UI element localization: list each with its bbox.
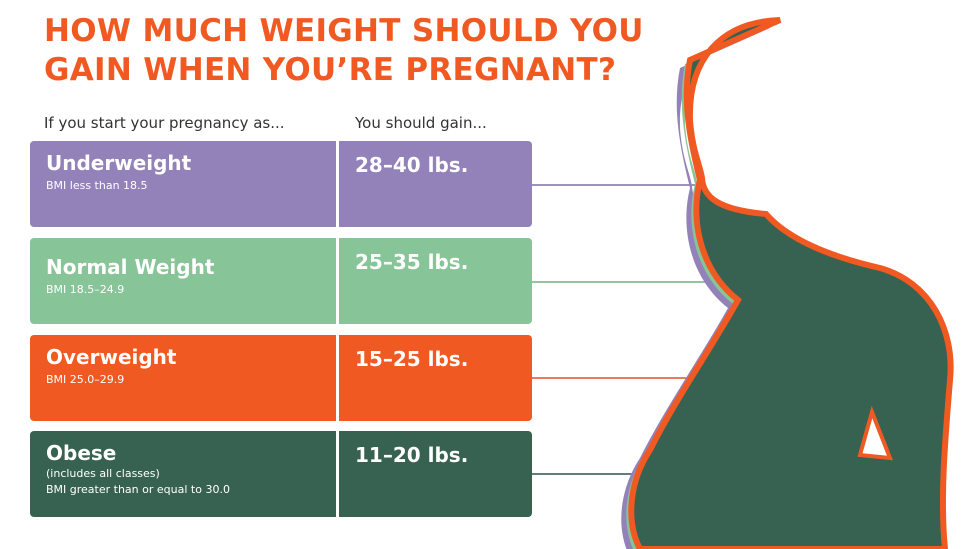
category-cell-obese: Obese (includes all classes) BMI greater… [30, 431, 336, 517]
page-title: HOW MUCH WEIGHT SHOULD YOU GAIN WHEN YOU… [44, 13, 644, 88]
column-header-gain: You should gain... [355, 114, 487, 132]
category-label: Normal Weight [46, 255, 215, 279]
bmi-range: BMI less than 18.5 [46, 179, 148, 192]
category-note: (includes all classes) [46, 467, 160, 480]
category-cell-underweight: Underweight BMI less than 18.5 [30, 141, 336, 227]
gain-value: 28–40 lbs. [355, 153, 469, 177]
category-cell-overweight: Overweight BMI 25.0–29.9 [30, 335, 336, 421]
bmi-range: BMI greater than or equal to 30.0 [46, 483, 230, 496]
gain-value: 25–35 lbs. [355, 250, 469, 274]
category-label: Obese [46, 441, 117, 465]
bmi-range: BMI 25.0–29.9 [46, 373, 125, 386]
gain-cell-underweight: 28–40 lbs. [339, 141, 532, 227]
gain-cell-obese: 11–20 lbs. [339, 431, 532, 517]
row-obese: Obese (includes all classes) BMI greater… [30, 431, 532, 517]
category-label: Overweight [46, 345, 177, 369]
gain-cell-normal: 25–35 lbs. [339, 238, 532, 324]
row-underweight: Underweight BMI less than 18.5 28–40 lbs… [30, 141, 532, 227]
row-normal-weight: Normal Weight BMI 18.5–24.9 25–35 lbs. [30, 238, 532, 324]
gain-cell-overweight: 15–25 lbs. [339, 335, 532, 421]
row-overweight: Overweight BMI 25.0–29.9 15–25 lbs. [30, 335, 532, 421]
category-cell-normal: Normal Weight BMI 18.5–24.9 [30, 238, 336, 324]
column-header-start: If you start your pregnancy as... [44, 114, 285, 132]
category-label: Underweight [46, 151, 192, 175]
gain-value: 11–20 lbs. [355, 443, 469, 467]
gain-value: 15–25 lbs. [355, 347, 469, 371]
bmi-range: BMI 18.5–24.9 [46, 283, 125, 296]
